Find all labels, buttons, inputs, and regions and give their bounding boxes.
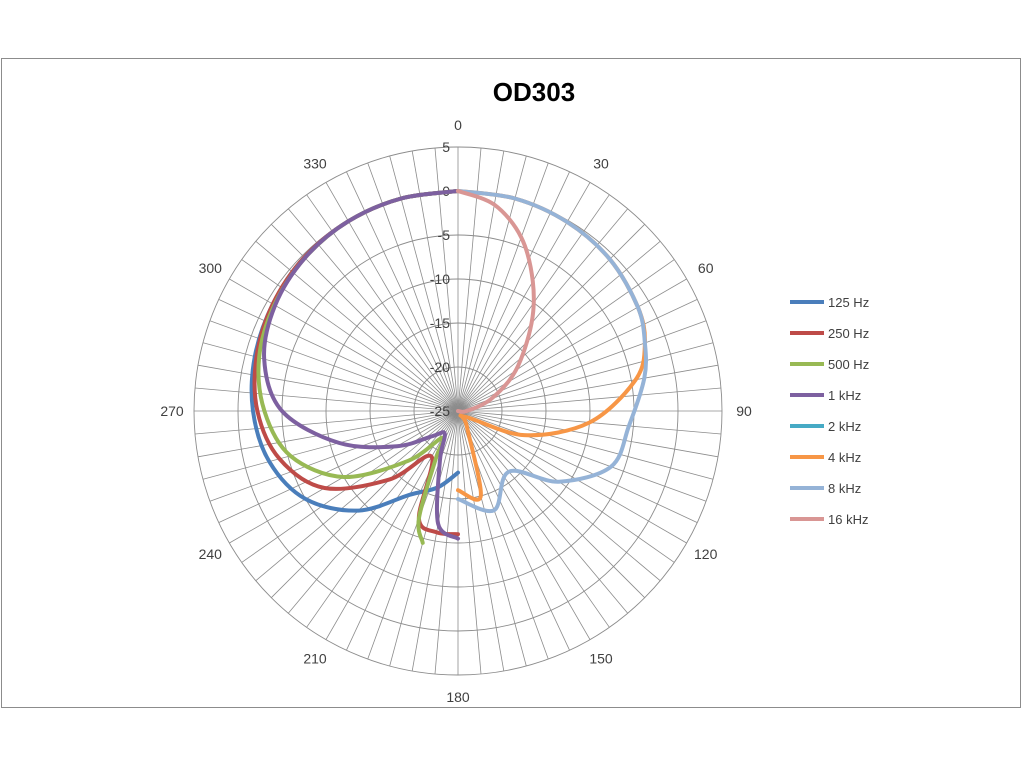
legend-entry-label: 2 kHz xyxy=(828,419,861,434)
angle-tick-label: 0 xyxy=(454,117,462,133)
radial-tick-label: -10 xyxy=(430,271,450,287)
radial-tick-label: -25 xyxy=(430,403,450,419)
polar-chart: OD303 50 -5 -10 -15 -20 -25 0 30 60 90 120 150 180 2… xyxy=(160,77,869,705)
radial-tick-label: 5 xyxy=(442,139,450,155)
angle-tick-label: 210 xyxy=(303,651,327,667)
angle-tick-label: 330 xyxy=(303,155,327,171)
angle-tick-label: 270 xyxy=(160,403,184,419)
legend-entry-label: 500 Hz xyxy=(828,357,869,372)
legend-entry-label: 8 kHz xyxy=(828,481,861,496)
series-line xyxy=(456,189,536,414)
legend-entry-label: 125 Hz xyxy=(828,295,869,310)
angle-tick-label: 300 xyxy=(199,260,223,276)
chart-frame: OD303 5 0 -5 -10 -15 -20 -25 0 30 60 90 120 150 180 2… xyxy=(1,58,1021,708)
angle-tick-label: 60 xyxy=(698,260,714,276)
angle-tick-label: 240 xyxy=(199,546,223,562)
legend-entry-label: 4 kHz xyxy=(828,450,861,465)
angle-tick-label: 180 xyxy=(446,689,470,705)
angle-tick-label: 120 xyxy=(694,546,718,562)
series-lines xyxy=(249,189,649,545)
radial-axis-labels: 50-5-10-15-20-25 xyxy=(430,139,450,419)
legend: 125 Hz 250 Hz 500 Hz 1 kHz 2 kHz 4 kHz 8 kHz 16… xyxy=(790,295,869,527)
chart-title: OD303 xyxy=(493,77,575,107)
angle-axis-labels: 0 30 60 90 120 150 180 210 240 270 300 330 xyxy=(160,117,752,705)
legend-entry-label: 16 kHz xyxy=(828,512,868,527)
legend-entry-label: 1 kHz xyxy=(828,388,861,403)
legend-entry-label: 250 Hz xyxy=(828,326,869,341)
angle-tick-label: 90 xyxy=(736,403,752,419)
radial-tick-label: -5 xyxy=(438,227,451,243)
angle-tick-label: 30 xyxy=(593,155,609,171)
grid-ring xyxy=(193,146,723,676)
series-line xyxy=(456,189,649,514)
polar-grid xyxy=(193,146,723,676)
radial-tick-label: -15 xyxy=(430,315,450,331)
series-line xyxy=(262,189,460,541)
grid-ring xyxy=(325,278,591,544)
grid-ring xyxy=(413,366,503,456)
radial-tick-label: -20 xyxy=(430,359,450,375)
angle-tick-label: 150 xyxy=(589,651,613,667)
